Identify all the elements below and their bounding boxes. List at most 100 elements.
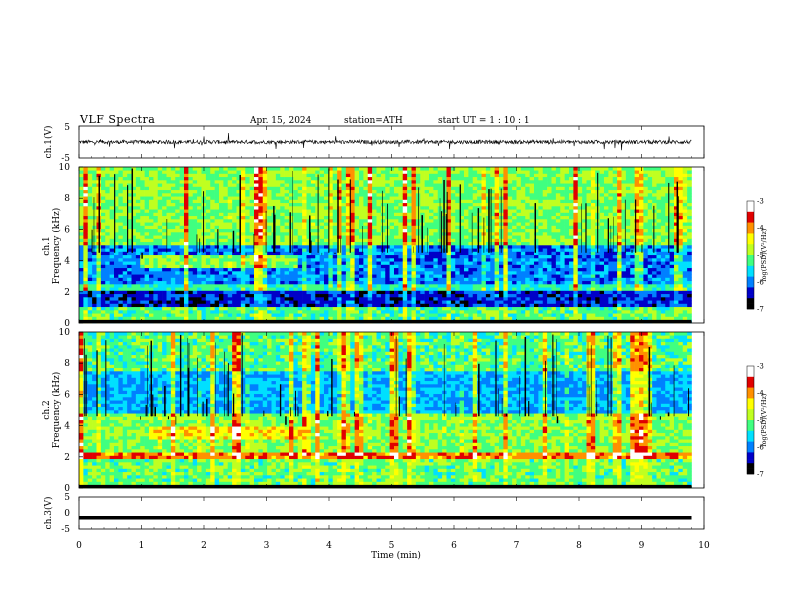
spectrogram-cell — [359, 245, 364, 249]
spectrogram-cell — [249, 206, 255, 210]
spectrogram-cell — [153, 264, 159, 269]
spectrogram-cell — [184, 176, 189, 181]
spectrogram-cell — [525, 238, 530, 243]
spectrogram-cell — [109, 284, 115, 288]
spectrogram-cell — [79, 228, 84, 233]
spectrogram-cell — [219, 225, 224, 230]
spectrogram-cell — [385, 199, 390, 204]
spectrogram-cell — [214, 271, 220, 275]
spectrogram-cell — [407, 313, 412, 317]
spectrogram-cell — [227, 202, 233, 207]
spectrogram-cell — [188, 176, 194, 181]
spectrogram-cell — [477, 293, 482, 298]
spectrogram-cell — [201, 267, 207, 272]
spectrogram-cell — [345, 206, 351, 210]
spectrogram-cell — [149, 222, 154, 226]
spectrogram-cell — [149, 251, 154, 256]
spectrogram-cell — [437, 303, 443, 308]
spectrogram-cell — [516, 258, 522, 262]
spectrogram-cell — [389, 170, 395, 174]
spectrogram-cell — [494, 313, 500, 317]
spectrogram-cell — [525, 254, 530, 259]
spectrogram-cell — [166, 284, 172, 288]
spectrogram-cell — [153, 170, 159, 174]
spectrogram-cell — [429, 235, 434, 239]
spectrogram-cell — [197, 209, 202, 213]
spectrogram-cell — [367, 183, 373, 187]
spectrogram-cell — [328, 267, 334, 272]
spectrogram-cell — [328, 209, 334, 213]
spectrogram-cell — [297, 267, 303, 272]
spectrogram-cell — [328, 284, 334, 288]
spectrogram-cell — [310, 303, 316, 308]
spectrogram-cell — [328, 306, 334, 311]
spectrogram-cell — [223, 274, 229, 278]
spectrogram-cell — [245, 245, 250, 249]
spectrogram-cell — [468, 212, 474, 217]
spectrogram-cell — [127, 310, 132, 314]
spectrogram-cell — [289, 219, 294, 223]
spectrogram-cell — [394, 209, 399, 213]
spectrogram-cell — [520, 202, 526, 207]
spectrogram-cell — [507, 303, 513, 308]
spectrogram-cell — [205, 293, 211, 298]
spectrogram-cell — [350, 202, 355, 207]
spectrogram-cell — [254, 212, 259, 217]
spectrogram-cell — [420, 176, 425, 181]
spectrogram-cell — [394, 176, 399, 181]
spectrogram-cell — [499, 300, 504, 304]
spectrogram-cell — [302, 241, 307, 246]
spectrogram-cell — [135, 193, 141, 197]
spectrogram-cell — [306, 306, 312, 311]
spectrogram-cell — [359, 261, 364, 265]
spectrogram-cell — [227, 232, 233, 236]
spectrogram-cell — [144, 254, 150, 259]
spectrogram-cell — [433, 241, 439, 246]
spectrogram-cell — [258, 228, 264, 233]
spectrogram-cell — [175, 258, 180, 262]
spectrogram-cell — [512, 306, 517, 311]
spectrogram-cell — [332, 222, 338, 226]
spectrogram-cell — [332, 297, 338, 301]
spectrogram-cell — [464, 280, 469, 285]
spectrogram-cell — [446, 212, 452, 217]
spectrogram-cell — [529, 271, 535, 275]
spectrogram-cell — [376, 219, 382, 223]
spectrogram-cell — [367, 300, 373, 304]
spectrogram-cell — [433, 284, 439, 288]
spectrogram-cell — [175, 290, 180, 295]
spectrogram-cell — [332, 167, 338, 171]
spectrogram-cell — [135, 310, 141, 314]
spectrogram-cell — [109, 271, 115, 275]
spectrogram-cell — [140, 173, 145, 178]
spectrogram-cell — [507, 313, 513, 317]
spectrogram-cell — [402, 202, 408, 207]
spectrogram-cell — [79, 238, 84, 243]
spectrogram-cell — [135, 277, 141, 282]
spectrogram-cell — [240, 264, 246, 269]
spectrogram-cell — [249, 212, 255, 217]
spectrogram-cell — [359, 254, 364, 259]
spectrogram-cell — [464, 183, 469, 187]
spectrogram-cell — [450, 180, 456, 184]
spectrogram-cell — [267, 264, 272, 269]
spectrogram-cell — [267, 199, 272, 204]
spectrogram-cell — [437, 167, 443, 171]
spectrogram-cell — [512, 206, 517, 210]
spectrogram-cell — [376, 313, 382, 317]
spectrogram-cell — [127, 264, 132, 269]
spectrogram-cell — [512, 167, 517, 171]
spectrogram-cell — [83, 206, 89, 210]
spectrogram-cell — [525, 189, 530, 194]
spectrogram-cell — [464, 245, 469, 249]
spectrogram-cell — [407, 277, 412, 282]
spectrogram-cell — [306, 196, 312, 200]
spectrogram-cell — [494, 254, 500, 259]
spectrogram-cell — [223, 297, 229, 301]
spectrogram-cell — [153, 280, 159, 285]
spectrogram-cell — [350, 254, 355, 259]
spectrogram-cell — [354, 271, 360, 275]
spectrogram-cell — [398, 241, 404, 246]
spectrogram-cell — [512, 189, 517, 194]
spectrogram-cell — [499, 313, 504, 317]
